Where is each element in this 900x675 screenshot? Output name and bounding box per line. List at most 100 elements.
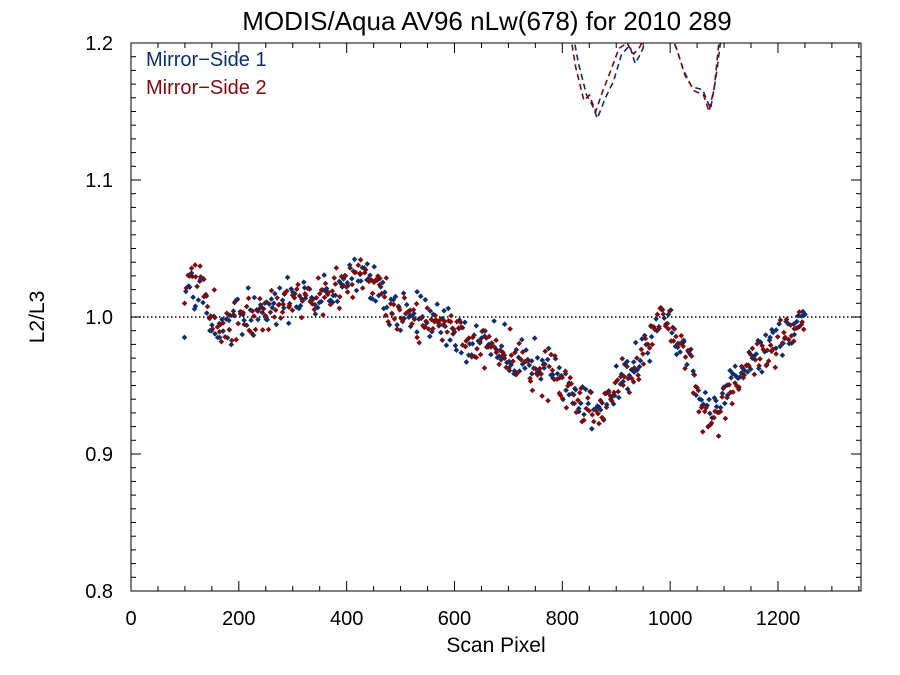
series-1-point <box>707 410 713 417</box>
series-1-point <box>779 352 786 358</box>
series-2-point <box>181 300 188 307</box>
series-2-point <box>646 345 653 351</box>
series-2-point <box>480 327 486 334</box>
legend-entry-mirror-side-1: Mirror−Side 1 <box>146 49 267 71</box>
series-2-point <box>454 318 460 325</box>
series-2-point <box>259 327 266 333</box>
series-2-point <box>756 362 762 369</box>
series-1-point <box>471 332 477 338</box>
series-2-point <box>359 285 366 291</box>
series-2-point <box>481 365 488 371</box>
series-1-point <box>462 319 468 326</box>
series-1-point <box>672 343 679 350</box>
series-1-point <box>327 297 334 304</box>
series-1-point <box>318 298 325 305</box>
series-1-point <box>226 317 232 324</box>
series-2-point <box>656 325 662 332</box>
series-1-point <box>409 313 416 319</box>
series-2-point <box>682 354 689 360</box>
series-2-point <box>652 326 658 333</box>
series-2-point <box>197 263 203 269</box>
series-2-point <box>343 284 350 290</box>
series-2-point <box>660 311 667 317</box>
series-2-point <box>462 343 469 350</box>
series-1-point <box>722 400 728 407</box>
series-2-point <box>600 415 606 422</box>
series-2-point <box>591 418 597 425</box>
series-2-point <box>581 417 587 423</box>
series-2-point <box>506 365 512 371</box>
series-2-point <box>212 314 218 321</box>
series-2-point <box>614 377 621 383</box>
series-1-point <box>469 341 476 347</box>
series-1-point <box>251 294 258 301</box>
series-2-point <box>678 332 685 339</box>
series-2-point <box>447 318 454 325</box>
series-2-point <box>387 301 394 307</box>
series-1-point <box>329 299 336 306</box>
series-1-point <box>200 299 206 306</box>
series-2-point <box>271 314 278 320</box>
series-1-point <box>321 272 327 278</box>
series-1-point <box>698 397 705 403</box>
series-1-point <box>220 328 226 334</box>
series-1-point <box>384 304 390 311</box>
series-2-point <box>630 379 637 385</box>
series-1-point <box>617 381 624 387</box>
series-1-point <box>390 297 397 303</box>
series-2-point <box>414 334 420 341</box>
series-2-point <box>272 307 279 313</box>
series-2-point <box>785 336 792 343</box>
series-2-point <box>194 283 200 290</box>
y-tick-label: 1.2 <box>85 33 113 55</box>
series-1-point <box>181 334 188 341</box>
series-1-point <box>566 391 572 398</box>
series-2-point <box>720 385 727 392</box>
series-2-point <box>222 334 228 340</box>
series-2-point <box>787 322 794 328</box>
series-1-point <box>414 289 420 295</box>
series-2-point <box>497 347 503 354</box>
series-2-point <box>327 301 334 308</box>
x-axis-label: Scan Pixel <box>446 634 545 657</box>
series-2-point <box>620 382 626 389</box>
x-tick-label: 800 <box>546 608 579 630</box>
series-1-point <box>648 333 655 340</box>
series-2-point <box>466 335 472 341</box>
series-2-point <box>635 372 641 378</box>
series-2-point <box>770 346 776 352</box>
series-2-point <box>640 361 647 367</box>
series-2-point <box>529 387 536 394</box>
series-1-point <box>498 356 504 363</box>
series-2-point <box>389 311 395 317</box>
series-2-point <box>229 337 235 344</box>
series-2-point <box>712 408 718 415</box>
series-1-point <box>528 358 535 364</box>
series-1-point <box>447 337 453 343</box>
series-2-point <box>488 344 494 350</box>
series-1-point <box>264 316 270 323</box>
series-1-point <box>190 294 196 300</box>
series-1-point <box>248 317 254 323</box>
series-1-point <box>427 333 433 340</box>
series-2-point <box>248 329 254 336</box>
series-1-point <box>735 375 741 382</box>
series-2-point <box>525 358 531 364</box>
series-1-point <box>554 370 561 377</box>
series-2-point <box>711 414 717 421</box>
series-1-point <box>613 363 620 369</box>
series-1-point <box>597 407 604 413</box>
series-1-point <box>400 290 407 296</box>
series-2-point <box>381 294 388 300</box>
series-2-point <box>322 280 329 287</box>
series-1-point <box>506 367 513 374</box>
series-2-point <box>295 281 301 288</box>
series-1-point <box>414 329 420 335</box>
series-2-point <box>451 329 458 335</box>
series-2-point <box>396 307 403 313</box>
series-2-point <box>274 295 280 301</box>
series-2-point <box>631 365 638 371</box>
series-1-point <box>338 280 344 287</box>
series-2-point <box>603 404 610 411</box>
series-1-point <box>241 317 247 324</box>
